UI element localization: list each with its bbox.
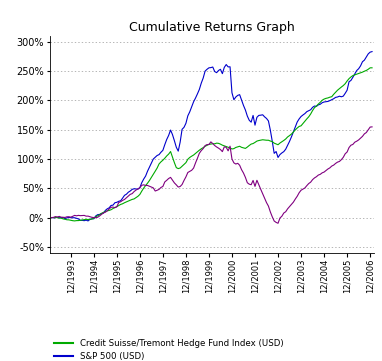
Legend: Credit Suisse/Tremont Hedge Fund Index (USD), S&P 500 (USD), Dow Jones World Ind: Credit Suisse/Tremont Hedge Fund Index (… [54,339,283,361]
Title: Cumulative Returns Graph: Cumulative Returns Graph [129,21,295,34]
